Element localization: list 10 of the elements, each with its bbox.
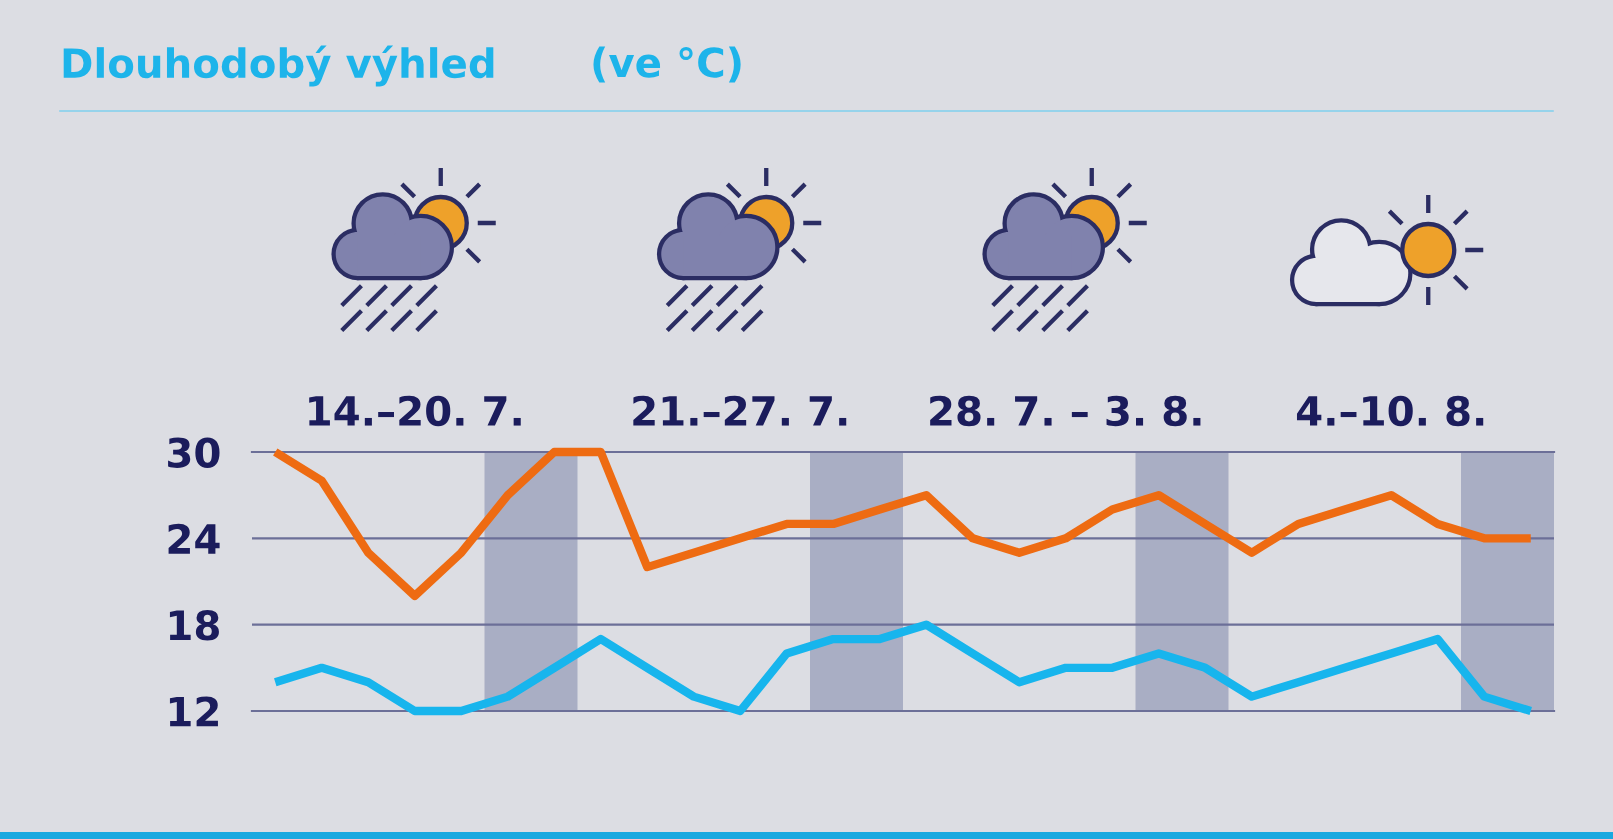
chart-subtitle: (ve °C) [593, 46, 741, 83]
x-tick-label: 4.–10. 8. [1296, 395, 1484, 427]
x-tick-label: 14.–20. 7. [309, 395, 521, 427]
x-tick-label: 21.–27. 7. [633, 395, 847, 426]
chart-title: Dlouhodobý výhled [63, 45, 494, 87]
x-tick-label: 28. 7. – 3. 8. [930, 395, 1201, 427]
y-tick-label: 30 [168, 437, 220, 468]
y-tick-label: 24 [168, 523, 220, 554]
y-tick-label: 12 [169, 696, 218, 727]
y-tick-label: 18 [169, 610, 219, 641]
